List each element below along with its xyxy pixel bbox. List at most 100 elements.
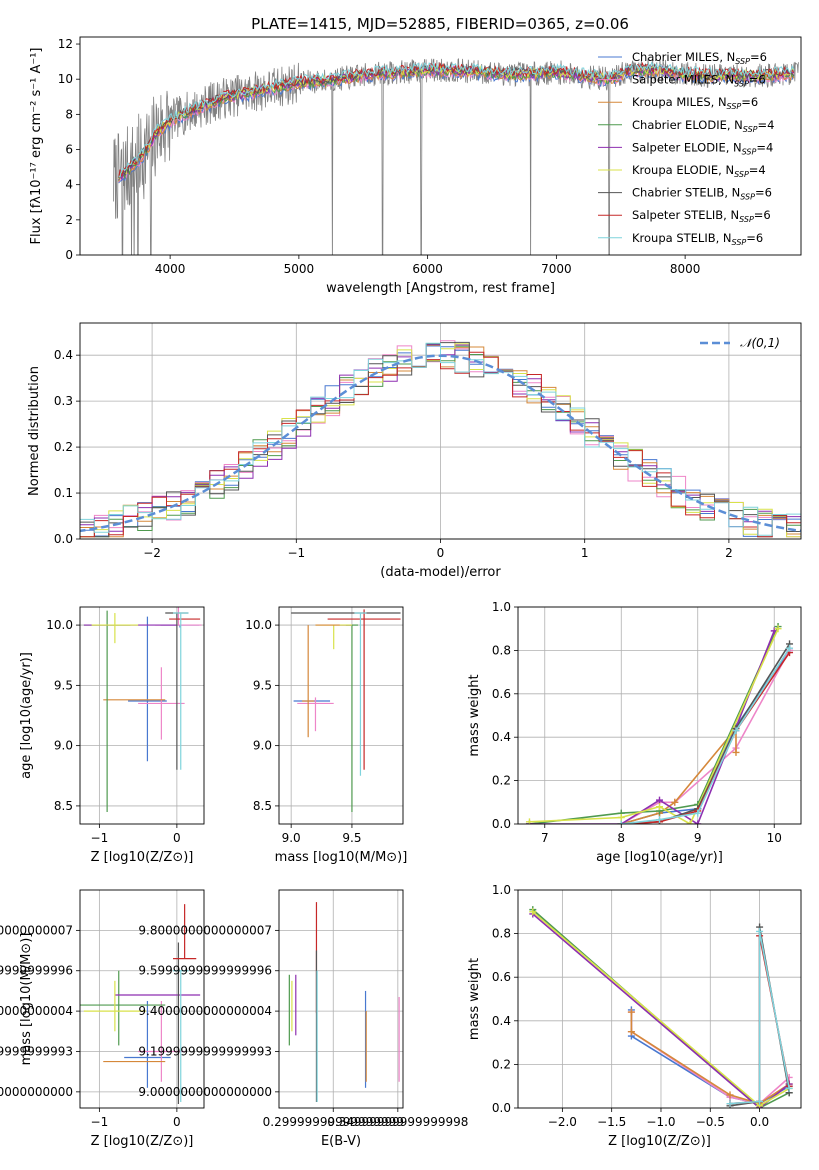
errorbar-point bbox=[83, 980, 146, 1032]
panel-massweight_vs_Z: −2.0 −1.5 −1.0 −0.5 0.0 0.0 0.2 0.4 0.6 0.8 1.0 Z [… bbox=[467, 883, 802, 1149]
plus-marker bbox=[785, 1084, 793, 1092]
x-tick-label: 2 bbox=[725, 546, 733, 560]
axes-frame bbox=[79, 606, 205, 825]
x-tick-label: −2.0 bbox=[548, 1115, 577, 1129]
plus-marker bbox=[617, 820, 625, 824]
errorbar-point bbox=[327, 609, 401, 770]
y-tick-label: 0.8 bbox=[492, 643, 511, 657]
plot-area bbox=[83, 607, 202, 812]
panel-mass_vs_Z: −1 0 9.0000000000000000 9.1999999999999993 9… bbox=[0, 889, 205, 1149]
plot-area bbox=[80, 904, 201, 1104]
axes-frame bbox=[517, 606, 802, 825]
y-axis-label: Normed distribution bbox=[27, 366, 42, 496]
y-tick-label: 0.2 bbox=[492, 1057, 511, 1071]
y-tick-label: 6 bbox=[65, 143, 73, 157]
y-tick-label: 2 bbox=[65, 213, 73, 227]
axes-frame bbox=[79, 889, 205, 1109]
x-tick-label: 8 bbox=[617, 831, 625, 845]
residual-legend: 𝒩(0,1) bbox=[700, 336, 780, 350]
errorbar-point bbox=[173, 612, 189, 770]
y-tick-label: 0.4 bbox=[492, 730, 511, 744]
plus-marker bbox=[529, 908, 537, 916]
y-tick-label: 1.0 bbox=[492, 883, 511, 897]
errorbar-point bbox=[138, 667, 185, 740]
plus-marker bbox=[627, 1028, 635, 1036]
axes-frame bbox=[517, 889, 802, 1109]
axes-frame bbox=[278, 606, 404, 825]
y-tick-label: 0.2 bbox=[54, 440, 73, 454]
x-axis-label: (data-model)/error bbox=[380, 565, 501, 580]
y-tick-label: 12 bbox=[58, 37, 73, 51]
x-tick-label: 0 bbox=[173, 831, 181, 845]
plus-marker bbox=[694, 809, 702, 817]
x-tick-label: 5000 bbox=[284, 262, 315, 276]
legend-label: Salpeter MILES, NSSP=6 bbox=[632, 73, 766, 89]
y-axis-label: mass weight bbox=[467, 674, 482, 756]
axes-frame bbox=[79, 36, 802, 256]
errorbar-point bbox=[80, 970, 166, 1046]
legend-label: Chabrier ELODIE, NSSP=4 bbox=[632, 118, 774, 134]
plus-marker bbox=[726, 1100, 734, 1108]
errorbar-point bbox=[124, 1001, 171, 1088]
y-axis-label: Flux [fλ10⁻¹⁷ erg cm⁻² s⁻¹ A⁻¹] bbox=[29, 48, 44, 245]
y-tick-label: 0.4 bbox=[54, 348, 73, 362]
y-tick-label: 9.5999999999999996 bbox=[0, 964, 73, 978]
legend-label: Salpeter ELODIE, NSSP=4 bbox=[632, 140, 773, 156]
gaussian-curve bbox=[80, 354, 801, 533]
x-axis-label: E(B-V) bbox=[321, 1134, 361, 1149]
plot-area bbox=[529, 906, 793, 1108]
y-tick-label: 8.5 bbox=[253, 799, 272, 813]
plot-area bbox=[525, 623, 794, 824]
plot-area bbox=[291, 609, 401, 812]
y-tick-label: 9.8000000000000007 bbox=[0, 923, 73, 937]
x-tick-label: −2 bbox=[143, 546, 161, 560]
y-tick-label: 0.0 bbox=[54, 532, 73, 546]
x-tick-label: 0.29999999999999999 bbox=[263, 1115, 404, 1129]
x-axis-label: age [log10(age/yr)] bbox=[596, 850, 723, 865]
errorbar-point bbox=[91, 613, 139, 644]
x-axis-label: Z [log10(Z/Z⊙)] bbox=[608, 1134, 711, 1149]
y-tick-label: 9.0 bbox=[253, 739, 272, 753]
x-tick-label: 9.5 bbox=[342, 831, 361, 845]
x-axis-label: Z [log10(Z/Z⊙)] bbox=[91, 850, 194, 865]
x-tick-label: 0.0 bbox=[750, 1115, 769, 1129]
legend-label: Salpeter STELIB, NSSP=6 bbox=[632, 208, 771, 224]
x-tick-label: −1.0 bbox=[646, 1115, 675, 1129]
y-tick-label: 9.1999999999999993 bbox=[0, 1044, 73, 1058]
plus-marker bbox=[627, 1008, 635, 1016]
errorbar-point bbox=[302, 625, 315, 738]
y-tick-label: 9.4000000000000004 bbox=[0, 1004, 73, 1018]
axes-frame bbox=[79, 322, 802, 540]
y-tick-label: 10.0 bbox=[46, 618, 73, 632]
plus-marker bbox=[656, 816, 663, 824]
mass-weight-series bbox=[532, 913, 790, 1108]
axes-frame bbox=[278, 889, 404, 1109]
panel-residuals: −2 −1 0 1 2 0.0 0.1 0.2 0.3 0.4 (data-model)/error… bbox=[27, 322, 802, 580]
plus-marker bbox=[656, 803, 663, 811]
plot-area bbox=[113, 58, 799, 255]
y-tick-label: 9.1999999999999993 bbox=[138, 1044, 272, 1058]
errorbar-point bbox=[173, 904, 197, 960]
y-tick-label: 0.3 bbox=[54, 394, 73, 408]
plot-area bbox=[288, 902, 400, 1102]
y-tick-label: 0.8 bbox=[492, 927, 511, 941]
mass-weight-series bbox=[529, 626, 779, 824]
x-tick-label: 1 bbox=[581, 546, 589, 560]
y-tick-label: 9.5 bbox=[253, 678, 272, 692]
y-tick-label: 0 bbox=[65, 248, 73, 262]
y-tick-label: 9.4000000000000004 bbox=[138, 1004, 272, 1018]
plus-marker bbox=[617, 813, 625, 821]
mass-weight-series bbox=[621, 647, 791, 824]
plus-marker bbox=[756, 1097, 764, 1105]
y-tick-label: 0.2 bbox=[492, 774, 511, 788]
y-tick-label: 8 bbox=[65, 107, 73, 121]
legend-label: Kroupa STELIB, NSSP=6 bbox=[632, 231, 763, 247]
x-tick-label: 10 bbox=[767, 831, 782, 845]
errorbar-point bbox=[83, 610, 131, 812]
x-axis-label: mass [log10(M/M⊙)] bbox=[275, 850, 408, 865]
legend-label: Chabrier MILES, NSSP=6 bbox=[632, 50, 767, 66]
legend-label: Kroupa ELODIE, NSSP=4 bbox=[632, 163, 766, 179]
plus-marker bbox=[656, 796, 663, 804]
